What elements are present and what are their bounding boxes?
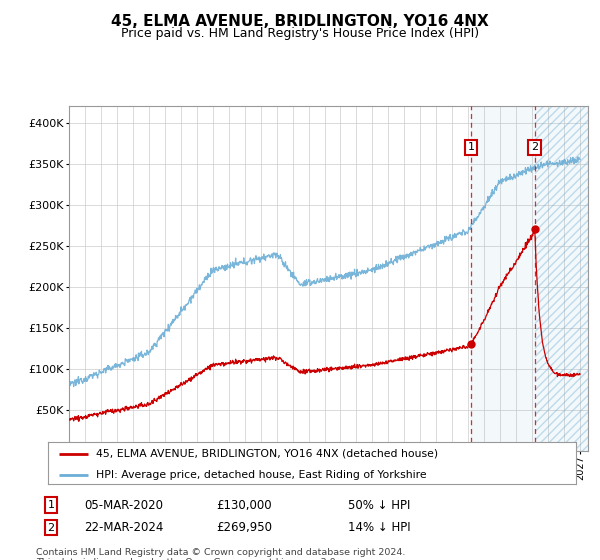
Bar (535, 106, 588, 451)
Text: 2: 2 (47, 522, 55, 533)
Text: £130,000: £130,000 (216, 498, 272, 512)
Text: 50% ↓ HPI: 50% ↓ HPI (348, 498, 410, 512)
Text: 1: 1 (467, 142, 475, 152)
Text: 45, ELMA AVENUE, BRIDLINGTON, YO16 4NX (detached house): 45, ELMA AVENUE, BRIDLINGTON, YO16 4NX (… (95, 449, 437, 459)
Text: 05-MAR-2020: 05-MAR-2020 (84, 498, 163, 512)
Text: 14% ↓ HPI: 14% ↓ HPI (348, 521, 410, 534)
Text: 45, ELMA AVENUE, BRIDLINGTON, YO16 4NX: 45, ELMA AVENUE, BRIDLINGTON, YO16 4NX (111, 14, 489, 29)
Text: 1: 1 (47, 500, 55, 510)
Text: £269,950: £269,950 (216, 521, 272, 534)
Text: 2: 2 (531, 142, 538, 152)
Text: Contains HM Land Registry data © Crown copyright and database right 2024.
This d: Contains HM Land Registry data © Crown c… (36, 548, 406, 560)
Bar (471, 106, 588, 451)
Text: 22-MAR-2024: 22-MAR-2024 (84, 521, 163, 534)
Text: Price paid vs. HM Land Registry's House Price Index (HPI): Price paid vs. HM Land Registry's House … (121, 27, 479, 40)
Text: HPI: Average price, detached house, East Riding of Yorkshire: HPI: Average price, detached house, East… (95, 470, 426, 480)
